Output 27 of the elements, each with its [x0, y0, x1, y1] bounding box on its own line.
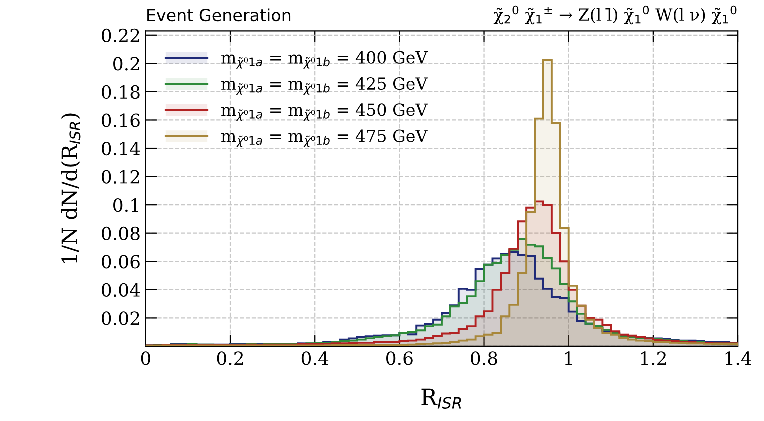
y-tick-label: 0.02 [102, 312, 140, 326]
x-tick-label: 0 [141, 352, 150, 366]
y-tick-label: 0.16 [102, 114, 140, 128]
x-tick-label: 1 [565, 352, 572, 366]
y-tick-label: 0.14 [102, 142, 140, 156]
x-tick-label: 1.4 [726, 352, 752, 366]
y-tick-label: 0.18 [102, 85, 140, 100]
y-tick-label: 0.1 [114, 198, 138, 212]
legend-label: m$_{χ̃⁰1a}$ = m$_{χ̃⁰1b}$ = 475 GeV [222, 130, 428, 148]
text: χ̃$_{2}$$^{0}$ χ̃$_{1}$$^{±}$ → Z(l l̄) χ̃$_{1}$$^{0}$ W(l ν) χ̃$_{1}$$^{0}$ [494, 6, 737, 25]
x-tick-label: 0.2 [217, 352, 244, 366]
x-tick-label: 1.2 [641, 352, 666, 366]
legend-label: m$_{χ̃⁰1a}$ = m$_{χ̃⁰1b}$ = 400 GeV [222, 51, 428, 69]
x-tick-label: 0.4 [302, 352, 329, 366]
y-axis-title: 1/N dN/d(R$_{ISR}$) [61, 114, 81, 264]
y-tick-label: 0.2 [114, 57, 140, 71]
y-tick-label: 0.12 [102, 170, 140, 184]
y-tick-label: 0.04 [102, 283, 140, 298]
legend-label: m$_{χ̃⁰1a}$ = m$_{χ̃⁰1b}$ = 425 GeV [222, 77, 428, 96]
y-tick-label: 0.06 [102, 255, 140, 269]
x-tick-label: 0.6 [386, 352, 413, 366]
x-tick-label: 0.8 [471, 352, 498, 366]
legend-label: m$_{χ̃⁰1a}$ = m$_{χ̃⁰1b}$ = 450 GeV [222, 104, 428, 122]
x-axis-title: R$_{ISR}$ [422, 388, 462, 409]
chart-title: Event Generation [148, 8, 291, 22]
y-tick-label: 0.08 [102, 226, 140, 240]
y-tick-label: 0.22 [102, 28, 140, 43]
